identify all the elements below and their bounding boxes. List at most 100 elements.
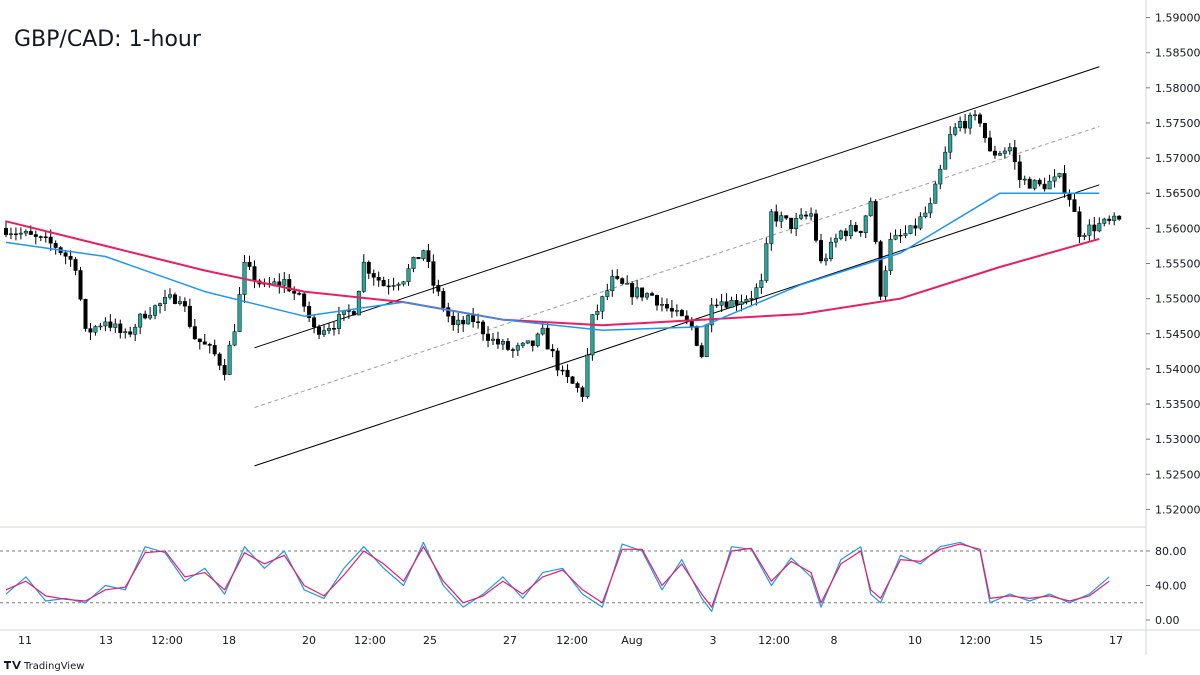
candle (664, 298, 669, 312)
candle-body-down (13, 233, 18, 236)
candle-body-up (809, 213, 814, 217)
candle-body-up (1082, 235, 1087, 238)
candle-body-down (331, 328, 336, 330)
candle-body-up (520, 342, 525, 346)
candle (525, 340, 530, 345)
candle (714, 298, 719, 308)
moving-average-fast-line (5, 192, 1100, 332)
candle (93, 325, 98, 336)
candle (113, 318, 118, 333)
candle-body-up (933, 183, 938, 204)
candle (958, 116, 963, 132)
candle-body-down (669, 307, 674, 312)
candle (1037, 178, 1042, 187)
candle (734, 293, 739, 311)
candle (635, 279, 640, 300)
candle (580, 385, 585, 402)
candle-body-up (396, 283, 401, 286)
candle (878, 239, 883, 301)
candle (177, 296, 182, 306)
candle-body-down (451, 316, 456, 325)
candle (789, 217, 794, 234)
time-tick-label: 20 (302, 634, 316, 647)
price-tick-label: 1.58000 (1155, 82, 1200, 95)
candle (351, 310, 356, 316)
candle (650, 291, 655, 296)
candle-body-down (1037, 179, 1042, 185)
candle-body-down (381, 280, 386, 287)
candle (903, 225, 908, 239)
candle (938, 164, 943, 190)
candle (83, 298, 88, 332)
candle (948, 126, 953, 160)
candle-body-up (1007, 147, 1012, 152)
candle-body-up (98, 325, 103, 328)
candle (769, 208, 774, 251)
candle (426, 243, 431, 269)
candle (331, 321, 336, 336)
candle (78, 266, 83, 301)
candle (1072, 192, 1077, 212)
candle-body-down (495, 338, 500, 345)
candle (809, 207, 814, 221)
candle (848, 219, 853, 240)
candle-body-down (461, 319, 466, 325)
candle (481, 319, 486, 341)
candle-body-up (163, 297, 168, 304)
candle (312, 314, 317, 334)
candle (212, 339, 217, 357)
candle-body-up (968, 114, 973, 129)
candle (645, 292, 650, 300)
candle (923, 206, 928, 219)
candle-body-down (1062, 173, 1067, 195)
candle-body-down (386, 285, 391, 288)
time-tick-label: 12:00 (354, 634, 386, 647)
candle-body-up (327, 328, 331, 331)
price-tick-label: 1.57500 (1155, 117, 1200, 130)
candle (814, 209, 819, 243)
candle-body-down (1017, 161, 1022, 180)
candle-body-down (143, 313, 148, 319)
candle-body-down (570, 376, 575, 384)
candle-body-up (411, 257, 416, 269)
candle (968, 112, 973, 135)
candle-body-down (555, 350, 560, 371)
time-tick-label: 13 (99, 634, 113, 647)
candle (1007, 142, 1012, 155)
candle-body-up (838, 230, 843, 239)
price-pane (3, 66, 1122, 467)
candle-body-down (471, 315, 476, 322)
candle-body-down (366, 261, 371, 274)
candle (1107, 215, 1112, 225)
candle-body-up (1097, 223, 1102, 232)
candle-body-down (978, 114, 983, 124)
candle (799, 208, 804, 221)
candle (913, 218, 918, 236)
candle (1022, 175, 1027, 185)
candle-body-up (1102, 218, 1107, 224)
candle-body-up (595, 310, 600, 315)
candle-body-down (694, 325, 699, 346)
candle-body-up (18, 232, 23, 235)
price-tick-label: 1.55500 (1155, 258, 1200, 271)
candle (133, 323, 138, 341)
candle (486, 326, 491, 348)
time-tick-label: 15 (1029, 634, 1043, 647)
candle-body-up (868, 201, 873, 217)
candle (217, 352, 222, 371)
candle (396, 282, 401, 291)
candle-body-up (525, 340, 530, 344)
candle-body-up (227, 344, 232, 375)
candle-body-up (729, 300, 734, 308)
candle-body-up (938, 168, 943, 185)
candle-body-up (133, 326, 138, 335)
candle-body-down (436, 285, 441, 292)
candle (1042, 177, 1047, 192)
candle-body-down (63, 252, 68, 257)
time-axis-labels: 11 13 12:00 18 20 12:00 25 27 12:00 Aug 3 12:00 8 10 1… (18, 634, 1123, 647)
candle (1017, 154, 1022, 188)
candle-body-down (987, 137, 992, 152)
candle (535, 332, 540, 348)
oscillator-tick-label: 40.00 (1155, 580, 1187, 593)
candle-body-up (764, 243, 769, 281)
